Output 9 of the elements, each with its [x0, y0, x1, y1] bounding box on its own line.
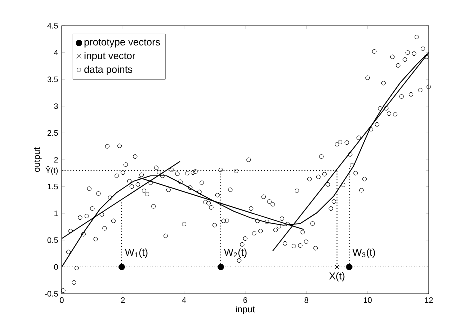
x-axis-title: input: [236, 306, 256, 314]
legend-label: input vector: [84, 52, 136, 62]
annotation: X(t): [329, 272, 345, 282]
annotation: W$_{3}$(t): [352, 248, 376, 258]
annotation: W$_{1}$(t): [125, 248, 148, 258]
y-axis-title: output: [34, 148, 42, 172]
legend-label: prototype vectors: [84, 39, 160, 48]
annotation: W$_{2}$(t): [224, 248, 247, 258]
legend-label: data points: [84, 66, 133, 76]
